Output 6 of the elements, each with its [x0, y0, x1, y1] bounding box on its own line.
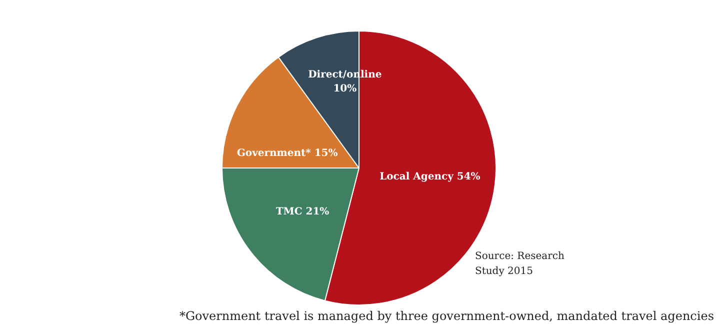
slice-label: Government* 15% — [236, 148, 338, 160]
slice-label: TMC 21% — [276, 206, 330, 218]
data-label: 10% — [333, 84, 358, 94]
source-note: Source: Research Study 2015 — [475, 251, 568, 277]
text: *Government travel is managed by three government-owned, mandated travel agencies — [179, 309, 714, 323]
slice-label: Local Agency 54% — [380, 171, 481, 182]
